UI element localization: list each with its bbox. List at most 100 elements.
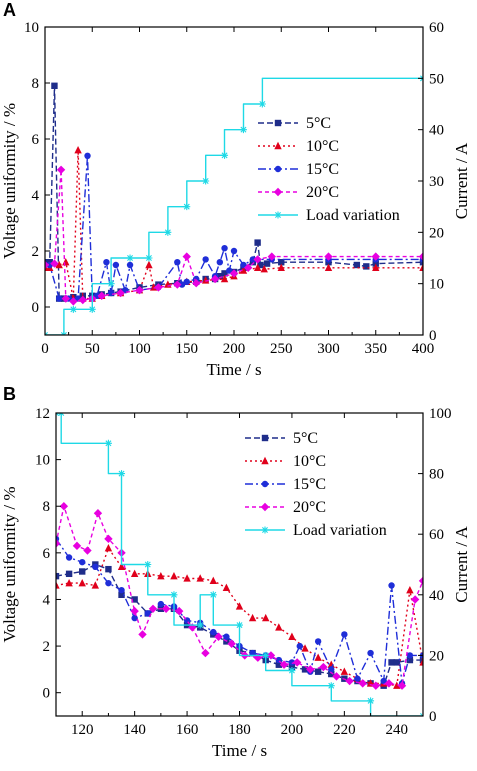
y-tick-label: 0	[32, 300, 40, 316]
data-point	[314, 668, 322, 675]
data-point	[145, 254, 153, 262]
legend-label: 20°C	[293, 499, 326, 516]
plot-area	[56, 413, 423, 716]
data-point	[249, 649, 256, 657]
x-tick-label: 180	[228, 722, 251, 738]
data-point	[65, 578, 73, 587]
data-point	[221, 270, 228, 277]
data-point	[328, 670, 335, 678]
data-point	[216, 273, 224, 280]
legend-marker	[273, 187, 283, 197]
legend-marker	[261, 480, 269, 488]
legend-label: 10°C	[293, 453, 326, 470]
data-point	[253, 263, 262, 271]
x-axis-label: Time / s	[206, 360, 261, 379]
y-tick-label: 10	[24, 20, 39, 36]
data-point	[97, 291, 106, 300]
data-point	[79, 558, 86, 566]
data-point	[92, 563, 99, 571]
data-point	[406, 656, 414, 664]
data-point	[161, 604, 171, 613]
legend-label: 15°C	[293, 476, 326, 493]
data-point	[135, 286, 144, 295]
data-point	[170, 591, 178, 599]
data-point	[126, 254, 134, 262]
data-point	[306, 665, 315, 674]
data-point	[371, 252, 380, 261]
data-point	[183, 278, 190, 285]
y2-tick-label: 0	[429, 328, 437, 344]
data-point	[243, 263, 253, 272]
data-point	[84, 152, 91, 159]
data-point	[406, 652, 414, 659]
data-point	[260, 265, 268, 273]
plot-area	[45, 74, 423, 335]
data-point	[292, 658, 302, 667]
data-point	[223, 633, 230, 640]
y2-tick-label: 40	[429, 123, 444, 139]
data-point	[103, 259, 110, 266]
data-point	[275, 623, 283, 631]
data-point	[332, 672, 341, 681]
data-point	[257, 261, 264, 269]
data-point	[174, 259, 181, 266]
data-point	[216, 259, 224, 266]
data-point	[235, 602, 244, 610]
data-point	[354, 675, 361, 682]
data-point	[182, 252, 191, 261]
y-tick-label: 8	[43, 499, 51, 515]
data-point	[262, 613, 270, 622]
x-tick-label: 50	[85, 341, 100, 357]
data-point	[56, 165, 66, 174]
data-point	[88, 305, 96, 313]
data-point	[201, 648, 210, 658]
y2-tick-label: 50	[429, 71, 444, 87]
data-point	[419, 656, 423, 664]
data-point	[130, 606, 139, 616]
data-point	[170, 571, 178, 580]
data-point	[406, 585, 414, 594]
data-point	[384, 679, 394, 688]
legend-label: Load variation	[293, 522, 387, 539]
data-point	[104, 534, 113, 544]
data-point	[69, 305, 77, 313]
data-point	[324, 252, 333, 261]
data-point	[118, 586, 125, 594]
data-point	[221, 245, 228, 252]
data-point	[358, 679, 367, 688]
data-point	[249, 256, 257, 263]
x-tick-label: 240	[386, 722, 409, 738]
y2-tick-label: 0	[429, 709, 437, 725]
data-point	[419, 263, 423, 271]
data-point	[393, 681, 401, 689]
data-point	[65, 570, 73, 578]
x-tick-label: 200	[281, 722, 304, 738]
data-point	[178, 281, 186, 288]
legend-marker	[274, 141, 282, 150]
data-point	[50, 259, 59, 268]
data-point	[277, 263, 285, 271]
data-point	[253, 255, 262, 264]
series-line	[45, 169, 423, 303]
y2-tick-label: 100	[429, 406, 452, 422]
data-point	[148, 604, 158, 613]
data-point	[209, 591, 217, 599]
series-2	[45, 152, 423, 302]
data-point	[69, 297, 78, 306]
data-point	[55, 295, 63, 302]
data-point	[144, 610, 151, 617]
data-point	[157, 571, 165, 580]
data-point	[59, 502, 69, 511]
data-point	[258, 100, 266, 108]
legend-marker	[274, 165, 282, 173]
data-point	[227, 639, 236, 648]
data-point	[226, 267, 233, 274]
y2-tick-label: 40	[429, 588, 444, 604]
series-2	[56, 535, 423, 687]
data-point	[56, 581, 60, 589]
legend-label: 5°C	[306, 115, 331, 132]
y-tick-label: 6	[32, 132, 40, 148]
y2-tick-label: 10	[429, 277, 444, 293]
data-point	[240, 261, 247, 269]
y-tick-label: 8	[32, 76, 40, 92]
